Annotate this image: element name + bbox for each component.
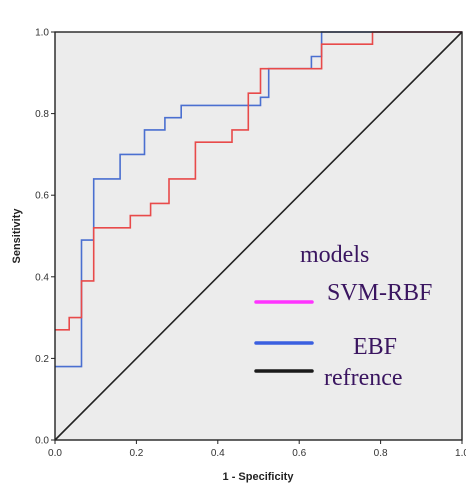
x-tick-label: 0.4 <box>211 448 225 459</box>
plot-frame <box>54 31 463 441</box>
legend-label-ebf: EBF <box>353 334 397 360</box>
y-tick-label: 0.4 <box>35 272 49 283</box>
x-tick-label: 0.8 <box>374 448 388 459</box>
y-axis-title: Sensitivity <box>11 208 23 264</box>
ebf-curve <box>55 31 462 368</box>
y-tick-label: 1.0 <box>35 28 49 39</box>
reference-line <box>54 31 463 441</box>
y-tick-label: 0.2 <box>35 354 49 365</box>
legend-title: models <box>300 242 369 268</box>
ticks-layer: 0.0 0.2 0.4 0.6 0.8 1.0 0.0 0.2 0.4 0.6 0.8 1.0 <box>35 28 466 460</box>
x-tick-label: 1.0 <box>455 448 466 459</box>
y-tick-label: 0.8 <box>35 109 49 120</box>
x-tick-label: 0.2 <box>129 448 143 459</box>
x-tick-label: 0.0 <box>48 448 62 459</box>
y-tick-label: 0.0 <box>35 436 49 447</box>
legend-label-svm-rbf: SVM-RBF <box>327 280 432 306</box>
x-tick-label: 0.6 <box>292 448 306 459</box>
series-layer <box>54 31 463 441</box>
svm-rbf-curve <box>55 31 462 331</box>
x-axis-title: 1 - Specificity <box>223 471 295 483</box>
legend-label-refrence: refrence <box>324 365 403 391</box>
y-tick-label: 0.6 <box>35 191 49 202</box>
legend: models SVM-RBF EBF refrence <box>254 242 432 391</box>
